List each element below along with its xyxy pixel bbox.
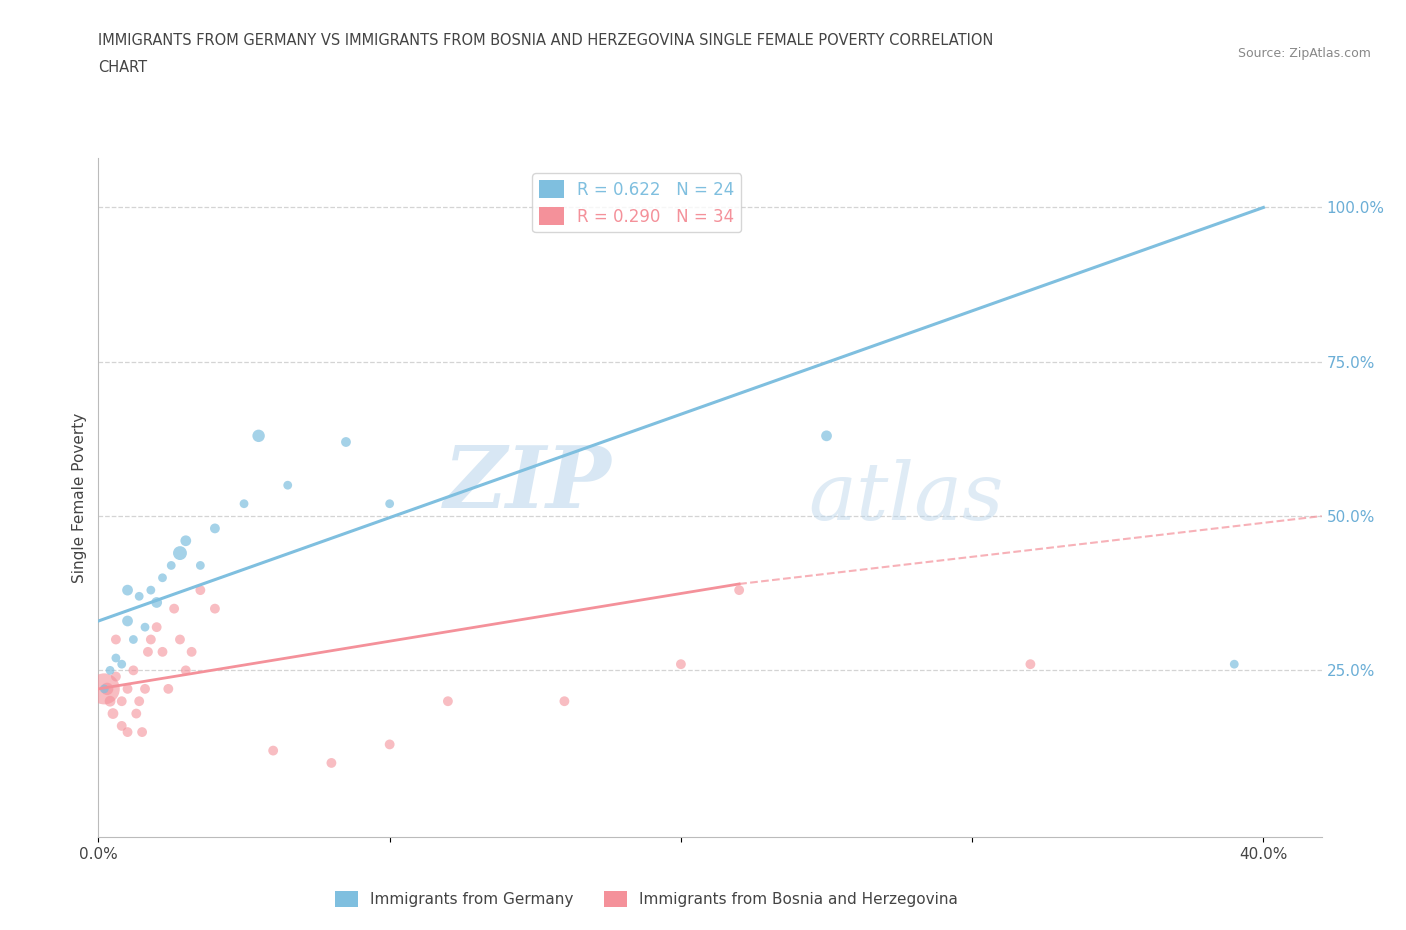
Point <box>262 743 284 758</box>
Point <box>378 497 401 512</box>
Point <box>669 657 692 671</box>
Point <box>180 644 202 659</box>
Point <box>233 497 256 512</box>
Point <box>122 632 145 647</box>
Point <box>125 706 148 721</box>
Point <box>117 682 139 697</box>
Point <box>131 724 153 739</box>
Point <box>98 663 121 678</box>
Point <box>128 589 150 604</box>
Point <box>188 558 212 573</box>
Point <box>128 694 150 709</box>
Text: IMMIGRANTS FROM GERMANY VS IMMIGRANTS FROM BOSNIA AND HERZEGOVINA SINGLE FEMALE : IMMIGRANTS FROM GERMANY VS IMMIGRANTS FR… <box>98 33 994 47</box>
Point <box>277 478 299 493</box>
Point <box>93 682 115 697</box>
Point <box>122 663 145 678</box>
Text: Source: ZipAtlas.com: Source: ZipAtlas.com <box>1237 46 1371 60</box>
Point <box>117 724 139 739</box>
Point <box>815 429 838 444</box>
Point <box>117 583 139 598</box>
Point <box>111 719 134 734</box>
Point <box>101 706 124 721</box>
Point <box>145 619 167 634</box>
Point <box>98 694 121 709</box>
Y-axis label: Single Female Poverty: Single Female Poverty <box>72 412 87 583</box>
Point <box>247 429 270 444</box>
Point <box>1019 657 1042 671</box>
Point <box>93 682 115 697</box>
Point <box>104 632 127 647</box>
Point <box>104 669 127 684</box>
Point <box>139 583 162 598</box>
Point <box>204 521 226 536</box>
Point <box>204 601 226 616</box>
Text: atlas: atlas <box>808 458 1004 537</box>
Point <box>117 614 139 629</box>
Legend: Immigrants from Germany, Immigrants from Bosnia and Herzegovina: Immigrants from Germany, Immigrants from… <box>329 884 965 913</box>
Point <box>134 619 156 634</box>
Point <box>169 546 191 561</box>
Point <box>111 657 134 671</box>
Point <box>1223 657 1246 671</box>
Point <box>378 737 401 751</box>
Point <box>139 632 162 647</box>
Point <box>145 595 167 610</box>
Point <box>160 558 183 573</box>
Point <box>134 682 156 697</box>
Point <box>728 583 751 598</box>
Point <box>152 570 174 585</box>
Point <box>321 755 343 770</box>
Point <box>152 644 174 659</box>
Text: CHART: CHART <box>98 60 148 75</box>
Point <box>96 682 118 697</box>
Point <box>157 682 180 697</box>
Point <box>553 694 575 709</box>
Point <box>111 694 134 709</box>
Legend: R = 0.622   N = 24, R = 0.290   N = 34: R = 0.622 N = 24, R = 0.290 N = 34 <box>533 173 741 232</box>
Point <box>163 601 186 616</box>
Point <box>104 651 127 666</box>
Point <box>335 434 357 449</box>
Point <box>169 632 191 647</box>
Point <box>174 663 197 678</box>
Text: ZIP: ZIP <box>444 443 612 525</box>
Point <box>437 694 460 709</box>
Point <box>174 533 197 548</box>
Point <box>188 583 212 598</box>
Point <box>136 644 159 659</box>
